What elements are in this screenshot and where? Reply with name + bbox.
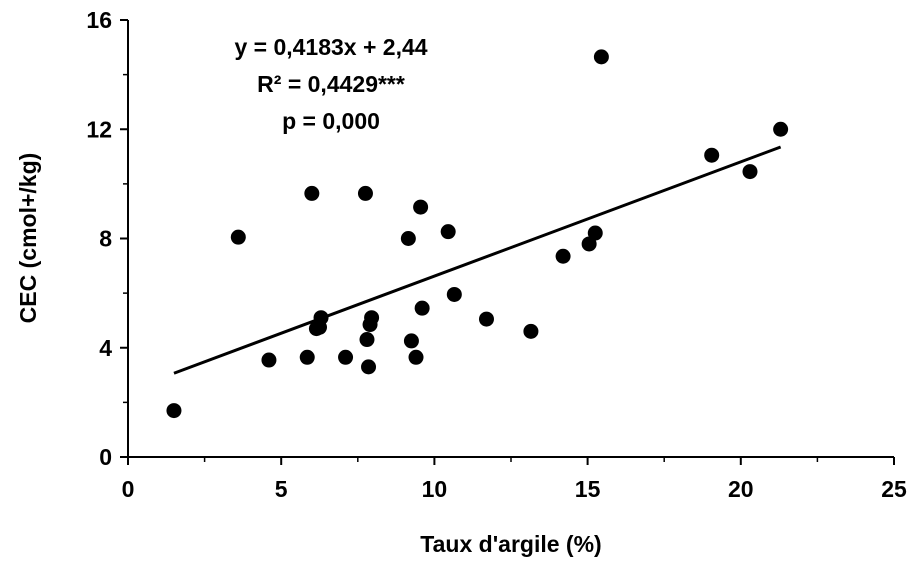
trendline-group bbox=[173, 145, 782, 375]
data-point bbox=[166, 403, 182, 419]
data-point bbox=[742, 164, 758, 180]
x-axis-title: Taux d'argile (%) bbox=[420, 531, 601, 557]
y-tick-label: 4 bbox=[99, 335, 112, 361]
data-point bbox=[313, 310, 329, 326]
x-tick-label: 10 bbox=[422, 476, 448, 502]
data-point bbox=[364, 310, 380, 326]
x-tick-label: 20 bbox=[728, 476, 754, 502]
x-tick-label: 25 bbox=[881, 476, 907, 502]
equation-annotation: y = 0,4183x + 2,44 bbox=[234, 34, 427, 60]
y-tick-label: 16 bbox=[86, 7, 112, 33]
data-point bbox=[361, 359, 377, 375]
y-tick-label: 0 bbox=[99, 444, 112, 470]
x-tick-label: 5 bbox=[275, 476, 288, 502]
data-points bbox=[166, 49, 789, 419]
data-point bbox=[593, 49, 609, 65]
data-point bbox=[357, 185, 373, 201]
x-tick-label: 0 bbox=[122, 476, 135, 502]
data-point bbox=[400, 231, 416, 246]
tick-labels: 0 5 10 15 20 25 0 4 8 12 16 bbox=[86, 7, 907, 502]
data-point bbox=[408, 349, 424, 365]
data-point bbox=[555, 248, 571, 264]
y-tick-label: 8 bbox=[99, 226, 112, 252]
data-point bbox=[414, 300, 430, 316]
x-tick-label: 15 bbox=[575, 476, 601, 502]
data-point bbox=[413, 199, 429, 215]
data-point bbox=[446, 286, 462, 302]
ticks bbox=[120, 19, 895, 465]
data-point bbox=[403, 333, 419, 349]
data-point bbox=[359, 332, 375, 348]
data-point bbox=[587, 225, 603, 241]
data-point bbox=[581, 236, 597, 252]
r-squared-annotation: R² = 0,4429*** bbox=[257, 71, 405, 97]
p-value-annotation: p = 0,000 bbox=[282, 108, 380, 134]
data-point bbox=[773, 121, 789, 137]
data-point bbox=[261, 352, 277, 368]
trendline bbox=[173, 145, 782, 375]
data-point bbox=[230, 229, 246, 245]
data-point bbox=[523, 323, 539, 339]
y-tick-label: 12 bbox=[86, 116, 112, 142]
data-point bbox=[299, 349, 315, 365]
data-point bbox=[304, 185, 320, 201]
y-axis-title: CEC (cmol+/kg) bbox=[15, 153, 41, 324]
data-point bbox=[440, 224, 456, 240]
data-point bbox=[478, 311, 494, 327]
data-point bbox=[704, 147, 720, 163]
data-point bbox=[338, 349, 354, 365]
